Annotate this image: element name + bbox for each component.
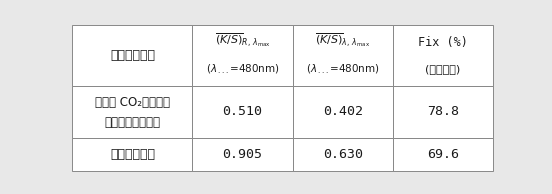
Bar bbox=[193, 86, 293, 138]
Bar bbox=[293, 86, 393, 138]
Bar bbox=[393, 138, 493, 171]
Text: 78.8: 78.8 bbox=[427, 105, 459, 118]
Text: (固色效率): (固色效率) bbox=[426, 64, 461, 74]
Text: Fix (%): Fix (%) bbox=[418, 36, 468, 48]
Bar bbox=[393, 25, 493, 86]
Text: 69.6: 69.6 bbox=[427, 148, 459, 161]
Text: 传统水浴染色: 传统水浴染色 bbox=[110, 148, 155, 161]
Text: 超临界 CO₂流体中上: 超临界 CO₂流体中上 bbox=[95, 96, 170, 109]
Bar bbox=[193, 25, 293, 86]
Bar bbox=[293, 25, 393, 86]
Bar bbox=[72, 25, 193, 86]
Text: 0.630: 0.630 bbox=[323, 148, 363, 161]
Text: $\overline{(K/S)}$$_{R,\,\lambda_{\rm max}}$: $\overline{(K/S)}$$_{R,\,\lambda_{\rm ma… bbox=[215, 31, 270, 49]
Bar bbox=[72, 86, 193, 138]
Bar bbox=[72, 138, 193, 171]
Text: ($\lambda\,_{\rm ...}$=480nm): ($\lambda\,_{\rm ...}$=480nm) bbox=[206, 62, 279, 75]
Bar bbox=[293, 138, 393, 171]
Text: 染；低压催化固色: 染；低压催化固色 bbox=[104, 115, 161, 128]
Text: $\overline{(K/S)}$$_{\lambda,\,\lambda_{\rm max}}$: $\overline{(K/S)}$$_{\lambda,\,\lambda_{… bbox=[315, 31, 370, 49]
Bar bbox=[193, 138, 293, 171]
Text: 染、固色方法: 染、固色方法 bbox=[110, 49, 155, 62]
Bar bbox=[393, 86, 493, 138]
Text: 0.905: 0.905 bbox=[222, 148, 263, 161]
Text: ($\lambda\,_{\rm ...}$=480nm): ($\lambda\,_{\rm ...}$=480nm) bbox=[306, 62, 380, 75]
Text: 0.510: 0.510 bbox=[222, 105, 263, 118]
Text: 0.402: 0.402 bbox=[323, 105, 363, 118]
